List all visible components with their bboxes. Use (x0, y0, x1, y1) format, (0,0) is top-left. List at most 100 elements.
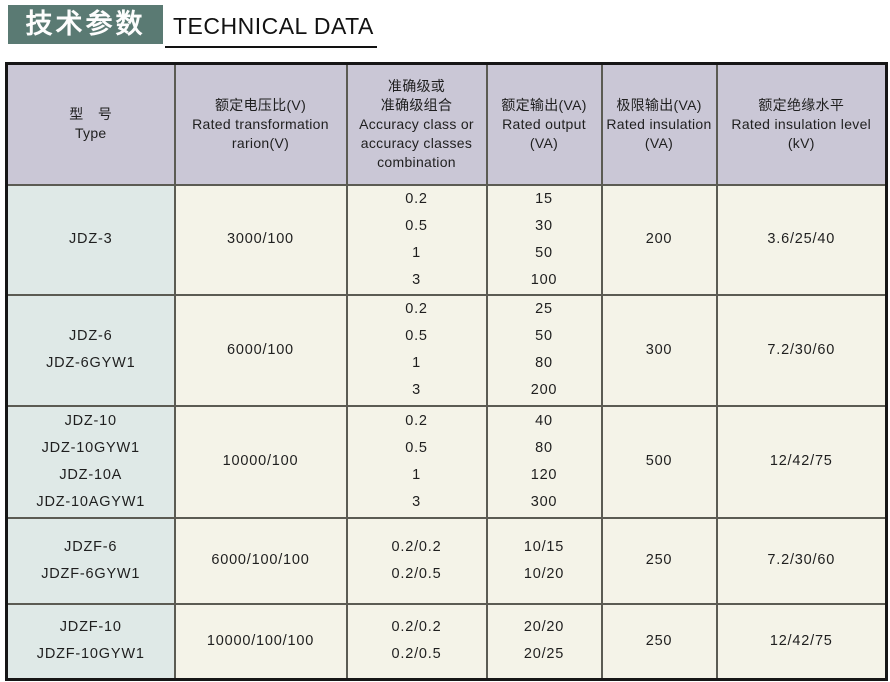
text-line: JDZF-10 (59, 619, 122, 636)
text-line: 300 (645, 341, 673, 358)
cell-limit: 300 (600, 293, 718, 407)
text-line: 3000/100 (227, 231, 294, 247)
text-line: JDZF-10GYW1 (36, 646, 145, 663)
text-line: 1 (412, 466, 421, 483)
text-line: 12/42/75 (769, 632, 833, 649)
text-line: rarion(V) (231, 134, 290, 151)
text-line: Type (74, 125, 107, 142)
cell-output: 25 50 80 200 (485, 293, 603, 407)
text-line: 3 (412, 271, 421, 288)
cell-limit: 200 (600, 183, 718, 296)
text-line: 0.2/0.2 (391, 538, 442, 555)
cell-type: JDZF-6 JDZF-6GYW1 (5, 516, 176, 605)
text-line: 3 (412, 493, 421, 510)
cell-ratio: 3000/100 (173, 183, 348, 296)
cell-output: 40 80 120 300 (485, 404, 603, 519)
text-line: (VA) (529, 134, 559, 151)
text-line: JDZF-6GYW1 (41, 565, 141, 582)
text-line: 15 (535, 190, 553, 207)
cell-ratio: 6000/100 (173, 293, 348, 407)
cell-type: JDZ-6 JDZ-6GYW1 (5, 293, 176, 407)
cell-ratio: 6000/100/100 (173, 516, 348, 605)
cell-accuracy: 0.2/0.2 0.2/0.5 (345, 602, 488, 681)
text-line: 80 (535, 355, 553, 371)
page-title-chinese: 技术参数 (8, 5, 163, 44)
text-line: 6000/100/100 (211, 552, 310, 568)
page-title-english: TECHNICAL DATA (165, 13, 377, 48)
text-line: 3.6/25/40 (767, 231, 836, 247)
text-line: 额定绝缘水平 (758, 96, 845, 113)
text-line: JDZ-3 (69, 231, 113, 247)
cell-limit: 250 (600, 516, 718, 605)
col-header-insulation-level: 额定绝缘水平 Rated insulation level (kV) (715, 62, 888, 186)
text-line: 30 (535, 217, 553, 234)
text-line: JDZ-6GYW1 (46, 355, 136, 371)
cell-insulation: 7.2/30/60 (715, 516, 888, 605)
text-line: 100 (530, 271, 558, 288)
text-line: 1 (412, 355, 421, 371)
text-line: 500 (645, 453, 673, 469)
text-line: 0.2/0.5 (391, 646, 442, 663)
text-line: 6000/100 (227, 341, 294, 358)
text-line: Rated insulation (606, 115, 712, 132)
cell-insulation: 12/42/75 (715, 404, 888, 519)
text-line: 0.2/0.5 (391, 565, 442, 582)
text-line: (kV) (787, 134, 815, 151)
text-line: 20/25 (523, 646, 565, 663)
text-line: 3 (412, 382, 421, 398)
text-line: 0.2 (405, 190, 428, 207)
text-line: Rated transformation (192, 115, 329, 132)
cell-accuracy: 0.2/0.2 0.2/0.5 (345, 516, 488, 605)
text-line: 0.5 (405, 328, 428, 344)
text-line: JDZ-10A (59, 466, 123, 483)
table-body: JDZ-3 3000/100 0.2 0.5 1 3 15 30 50 100 200 3.… (5, 183, 888, 681)
text-line: 300 (530, 493, 558, 510)
cell-type: JDZ-3 (5, 183, 176, 296)
text-line: 0.2 (405, 301, 428, 317)
text-line: 10/15 (523, 538, 565, 555)
text-line: 250 (645, 632, 673, 649)
text-line: 1 (412, 244, 421, 261)
cell-type: JDZ-10 JDZ-10GYW1 JDZ-10A JDZ-10AGYW1 (5, 404, 176, 519)
cell-type: JDZF-10 JDZF-10GYW1 (5, 602, 176, 681)
text-line: combination (377, 153, 456, 170)
text-line: 40 (535, 412, 553, 429)
text-line: 50 (535, 244, 553, 261)
text-line: 型 号 (69, 106, 113, 123)
cell-insulation: 3.6/25/40 (715, 183, 888, 296)
text-line: 0.2/0.2 (391, 619, 442, 636)
col-header-rated-voltage-ratio: 额定电压比(V) Rated transformation rarion(V) (173, 62, 348, 186)
text-line: JDZF-6 (64, 538, 118, 555)
text-line: JDZ-10GYW1 (41, 439, 140, 456)
text-line: 12/42/75 (769, 453, 833, 469)
text-line: 200 (645, 231, 673, 247)
text-line: 准确级或 (387, 77, 446, 94)
cell-output: 10/15 10/20 (485, 516, 603, 605)
text-line: 0.5 (405, 217, 428, 234)
col-header-type: 型 号 Type (5, 62, 176, 186)
table-row: JDZ-3 3000/100 0.2 0.5 1 3 15 30 50 100 200 3.… (5, 183, 888, 296)
text-line: 120 (530, 466, 558, 483)
text-line: 250 (645, 552, 673, 568)
text-line: Rated insulation level (731, 115, 872, 132)
cell-accuracy: 0.2 0.5 1 3 (345, 293, 488, 407)
text-line: Rated output (502, 115, 586, 132)
table-header: 型 号 Type 额定电压比(V) Rated transformation rari… (5, 62, 888, 186)
text-line: Accuracy class or (359, 115, 474, 132)
text-line: JDZ-10AGYW1 (36, 493, 146, 510)
text-line: 7.2/30/60 (767, 552, 836, 568)
cell-limit: 500 (600, 404, 718, 519)
cell-ratio: 10000/100 (173, 404, 348, 519)
col-header-limit-output: 极限输出(VA) Rated insulation (VA) (600, 62, 718, 186)
technical-data-table: 型 号 Type 额定电压比(V) Rated transformation rari… (5, 62, 888, 681)
cell-output: 15 30 50 100 (485, 183, 603, 296)
cell-ratio: 10000/100/100 (173, 602, 348, 681)
table-header-row: 型 号 Type 额定电压比(V) Rated transformation rari… (5, 62, 888, 186)
text-line: 20/20 (523, 619, 565, 636)
text-line: 0.2 (405, 412, 428, 429)
text-line: 准确级组合 (380, 96, 453, 113)
text-line: JDZ-10 (64, 412, 117, 429)
cell-insulation: 12/42/75 (715, 602, 888, 681)
text-line: 额定输出(VA) (501, 96, 587, 113)
